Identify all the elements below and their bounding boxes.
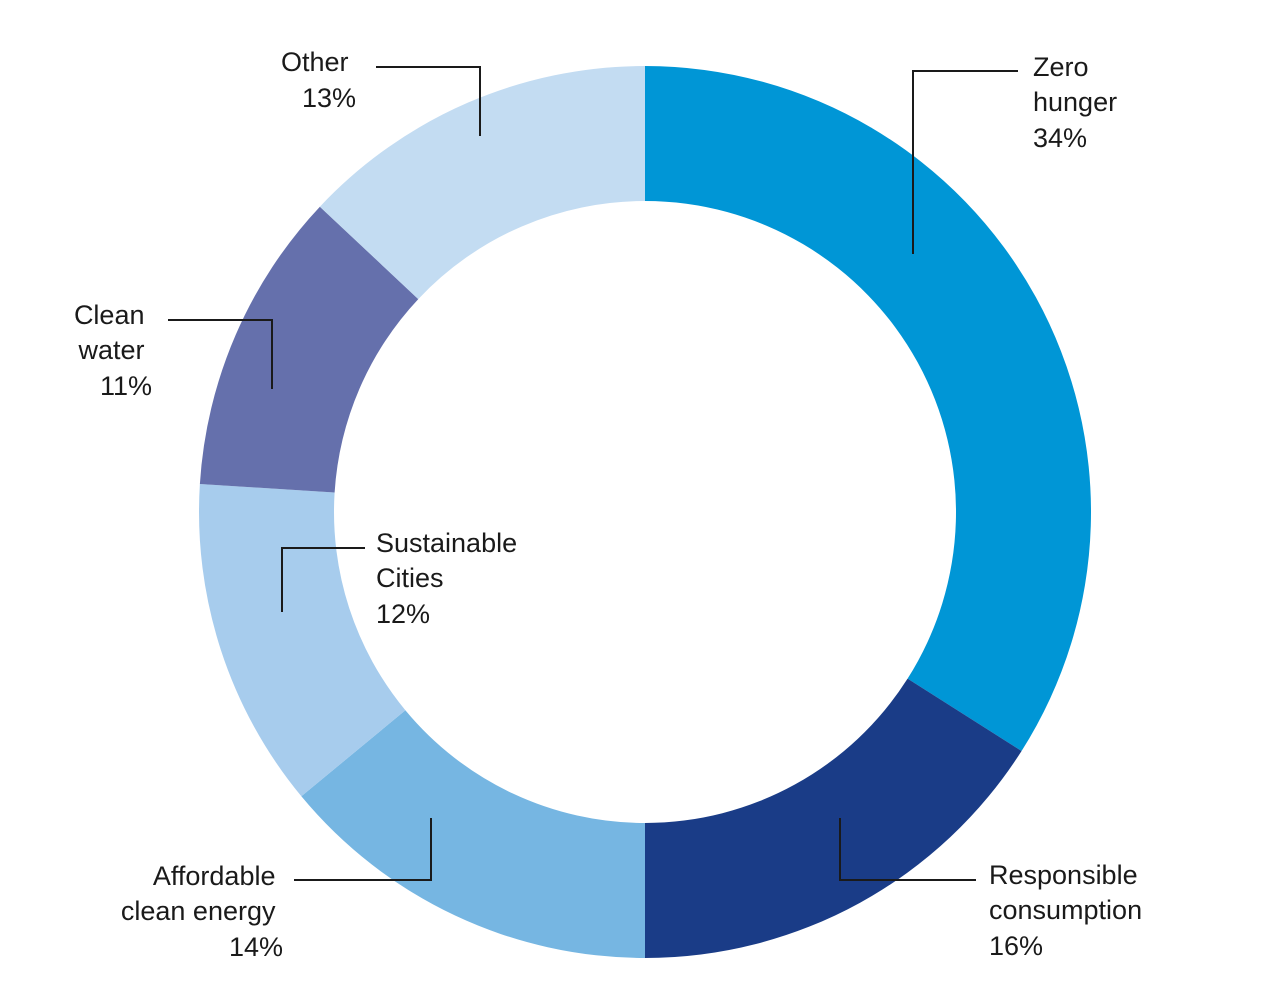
slice-responsible-consumption xyxy=(645,678,1022,958)
donut-slices xyxy=(199,66,1091,958)
slice-label-zero-hunger: Zero hunger 34% xyxy=(1033,52,1125,153)
slice-label-responsible-line2: consumption xyxy=(989,895,1142,925)
leader-line-sustainable-cities xyxy=(281,547,365,612)
slice-value-responsible-consumption: 16% xyxy=(989,931,1043,961)
leader-line-zero-hunger xyxy=(912,70,1018,254)
slice-label-other-line1: Other xyxy=(281,47,349,77)
slice-clean-water xyxy=(199,206,419,493)
slice-value-zero-hunger: 34% xyxy=(1033,123,1087,153)
slice-label-sustainable-cities: Sustainable Cities 12% xyxy=(376,528,525,629)
slice-label-zero-hunger-line2: hunger xyxy=(1033,87,1117,117)
slice-affordable-clean-energy xyxy=(301,710,645,958)
leader-line-other xyxy=(376,66,481,136)
slice-label-affordable-line2: clean energy xyxy=(121,896,276,926)
slice-label-other: Other 13% xyxy=(281,47,356,113)
slice-label-sustainable-line2: Cities xyxy=(376,563,444,593)
slice-value-affordable-clean-energy: 14% xyxy=(229,932,283,962)
slice-sustainable-cities xyxy=(199,483,406,797)
slice-label-sustainable-line1: Sustainable xyxy=(376,528,517,558)
slice-label-responsible-line1: Responsible xyxy=(989,860,1138,890)
slice-label-clean-water: Clean water 11% xyxy=(74,300,152,401)
slice-zero-hunger xyxy=(645,66,1091,751)
leader-line-clean-water xyxy=(168,319,273,389)
slice-value-other: 13% xyxy=(302,83,356,113)
slice-value-clean-water: 11% xyxy=(100,371,152,401)
leader-line-affordable-clean-energy xyxy=(294,818,432,881)
slice-value-sustainable-cities: 12% xyxy=(376,599,430,629)
slice-other xyxy=(319,66,645,300)
slice-label-zero-hunger-line1: Zero xyxy=(1033,52,1089,82)
slice-label-clean-water-line2: water xyxy=(77,335,144,365)
slice-label-responsible-consumption: Responsible consumption 16% xyxy=(989,860,1150,961)
slice-label-clean-water-line1: Clean xyxy=(74,300,145,330)
leader-lines xyxy=(168,66,1018,881)
slice-labels: Zero hunger 34% Responsible consumption … xyxy=(74,47,1150,962)
leader-line-responsible-consumption xyxy=(839,818,976,881)
slice-label-affordable-line1: Affordable xyxy=(153,861,276,891)
slice-label-affordable-clean-energy: Affordable clean energy 14% xyxy=(121,861,283,962)
